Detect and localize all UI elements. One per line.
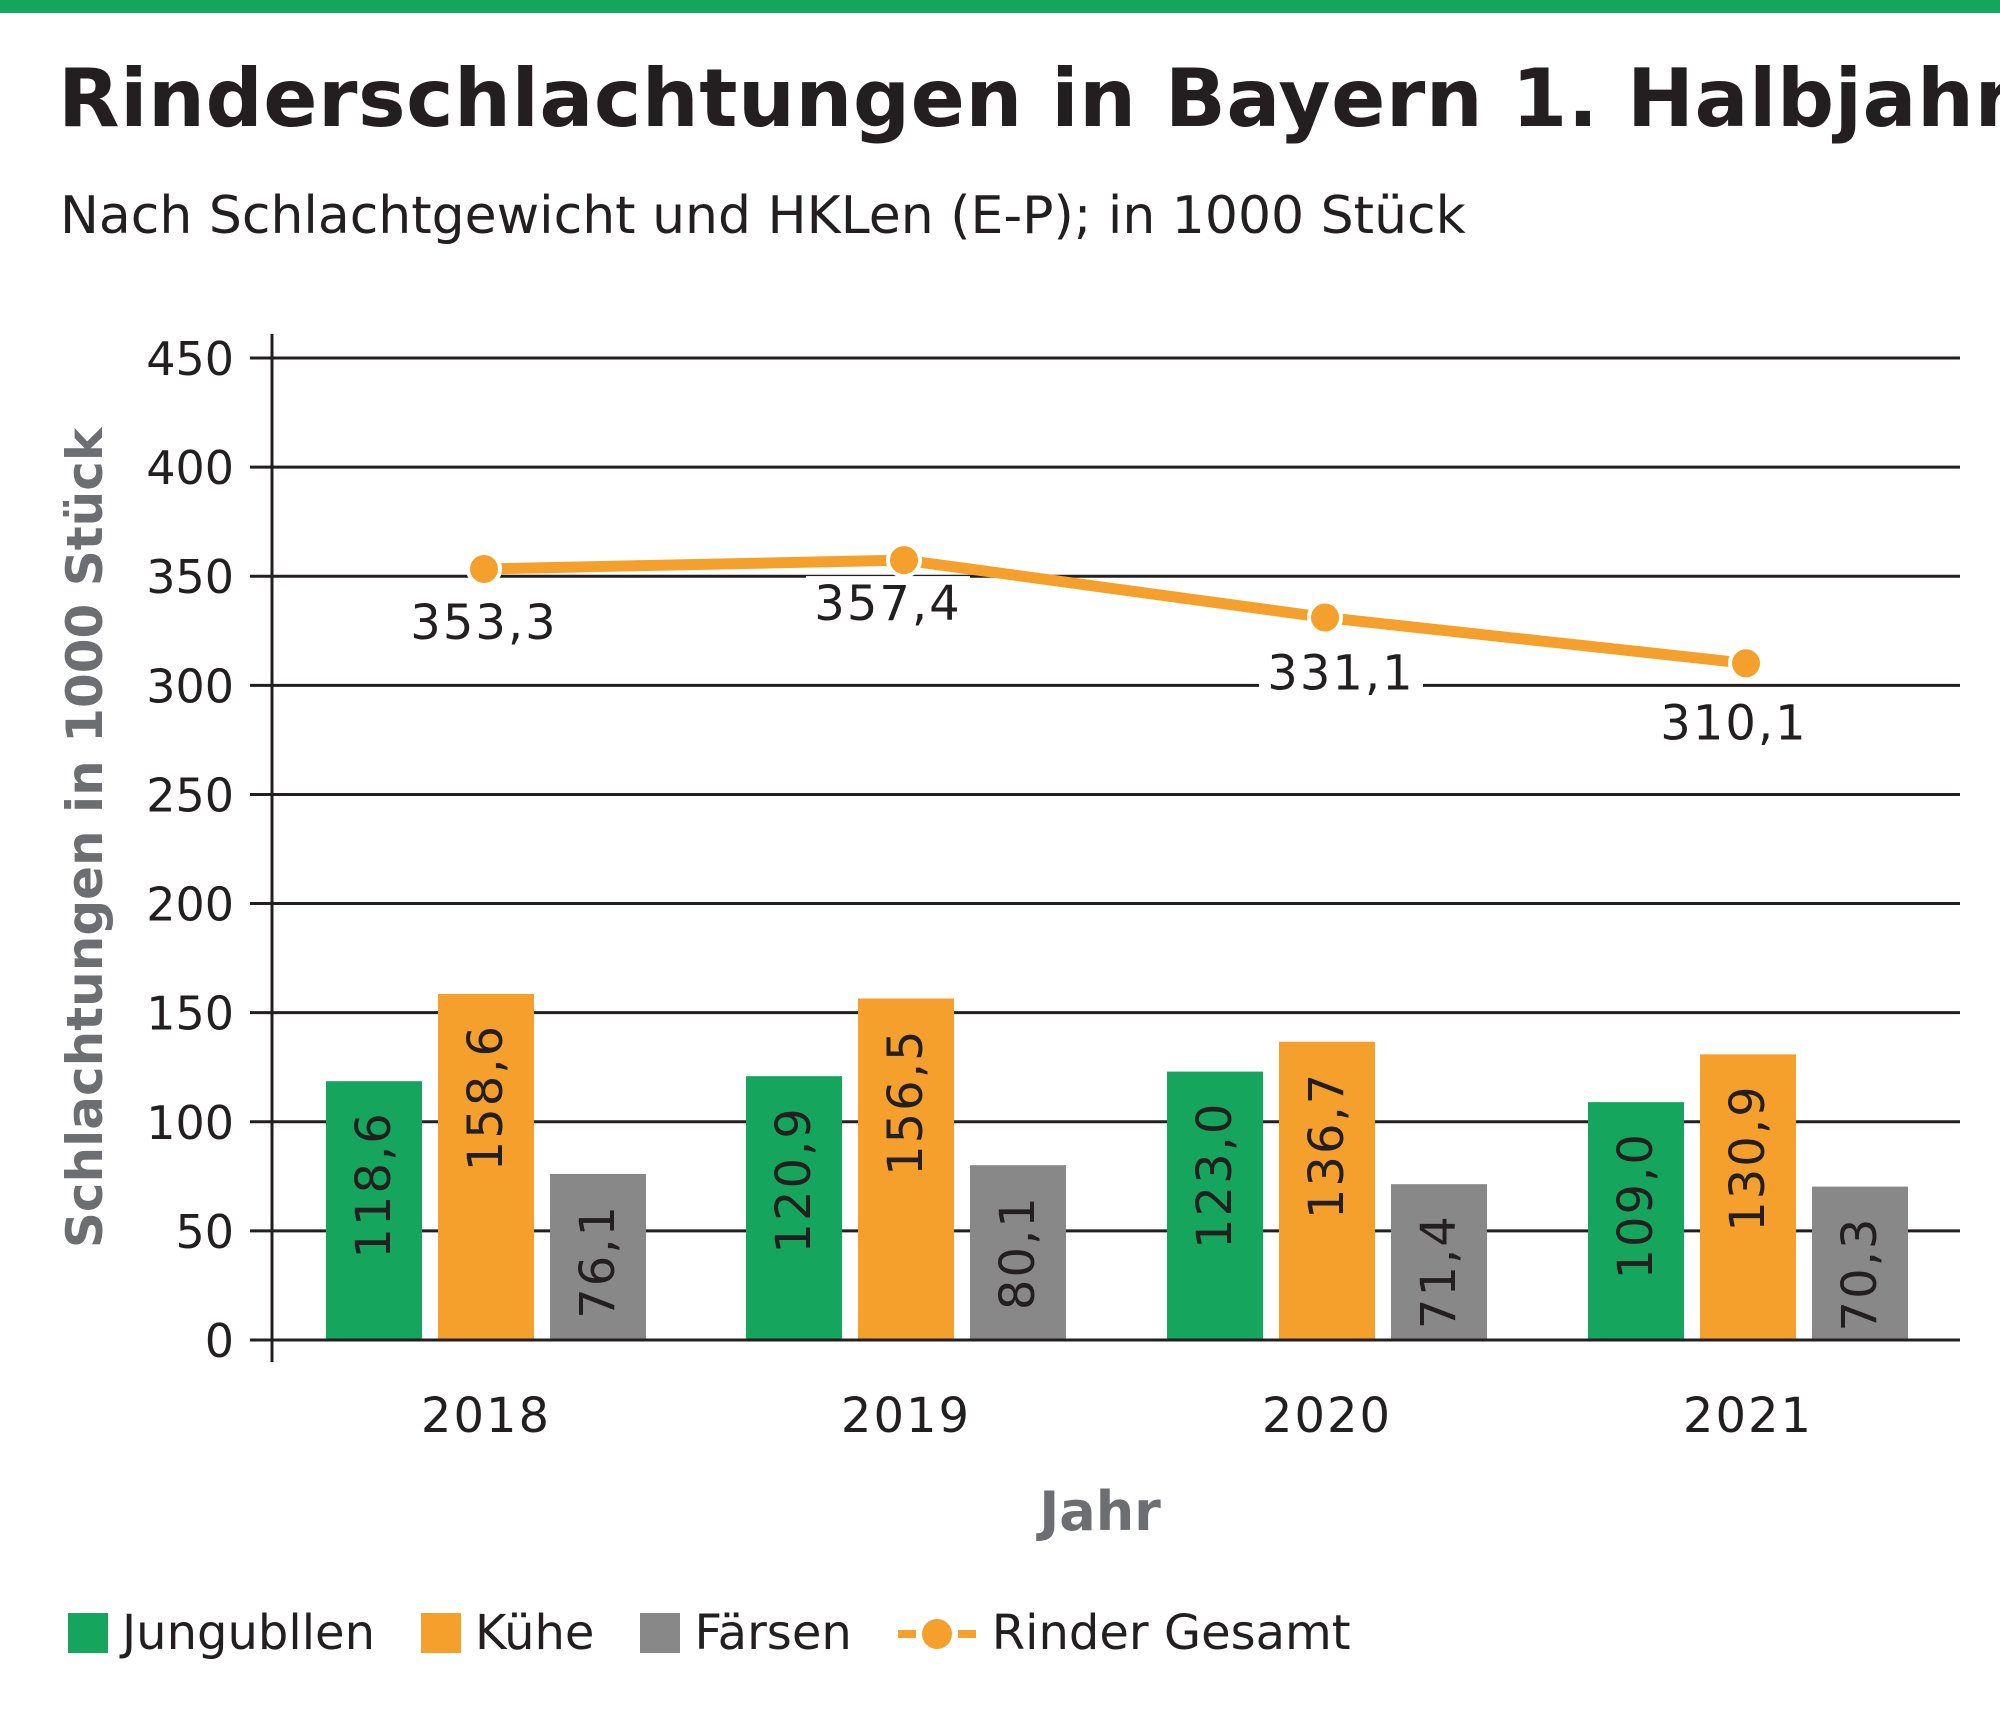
bar-jungbullen-2020 bbox=[1167, 1071, 1263, 1340]
y-tick-label-250: 250 bbox=[146, 768, 234, 822]
top-accent-bar bbox=[0, 0, 2000, 13]
bar-jungbullen-2019 bbox=[746, 1076, 842, 1340]
bar-kuehe-2019 bbox=[858, 998, 954, 1340]
legend-item-rinder-gesamt: Rinder Gesamt bbox=[897, 1605, 1351, 1661]
x-tick-label-2019: 2019 bbox=[841, 1388, 971, 1444]
legend-label-kuehe: Kühe bbox=[474, 1605, 595, 1661]
bar-label-kuehe-2018: 158,6 bbox=[458, 1024, 514, 1171]
line-label-bg-2020 bbox=[1259, 645, 1423, 702]
bar-label-jungbullen-2020: 123,0 bbox=[1187, 1102, 1243, 1249]
bar-label-faersen-2020: 71,4 bbox=[1411, 1214, 1467, 1329]
legend-swatch-faersen bbox=[640, 1613, 681, 1653]
y-tick-label-200: 200 bbox=[146, 878, 234, 932]
chart-subtitle: Nach Schlachtgewicht und HKLen (E-P); in… bbox=[60, 186, 1466, 246]
point-rinder-gesamt-2018 bbox=[466, 551, 502, 588]
y-tick-label-350: 350 bbox=[146, 550, 234, 604]
bar-label-faersen-2019: 80,1 bbox=[990, 1195, 1046, 1310]
legend-swatch-kuehe bbox=[420, 1613, 461, 1653]
bar-kuehe-2018 bbox=[438, 993, 534, 1340]
line-label-rinder-gesamt-2019: 357,4 bbox=[814, 576, 961, 632]
bar-kuehe-2021 bbox=[1700, 1054, 1796, 1340]
point-rinder-gesamt-2020 bbox=[1307, 599, 1343, 636]
y-tick-label-300: 300 bbox=[146, 659, 234, 713]
y-tick-label-0: 0 bbox=[205, 1314, 234, 1368]
x-axis-title: Jahr bbox=[1035, 1480, 1161, 1543]
y-tick-label-150: 150 bbox=[146, 987, 234, 1041]
line-label-rinder-gesamt-2018: 353,3 bbox=[410, 595, 557, 651]
chart-legend: Jungubllen Kühe Färsen Rinder Gesamt bbox=[68, 1605, 1397, 1661]
x-tick-label-2021: 2021 bbox=[1683, 1388, 1813, 1444]
y-tick-label-400: 400 bbox=[146, 441, 234, 495]
y-tick-label-100: 100 bbox=[146, 1096, 234, 1150]
legend-swatch-rinder-gesamt bbox=[897, 1613, 976, 1653]
bar-jungbullen-2018 bbox=[326, 1081, 422, 1340]
y-tick-label-450: 450 bbox=[146, 332, 234, 386]
line-rinder-gesamt bbox=[478, 554, 1752, 669]
legend-item-faersen: Färsen bbox=[640, 1605, 852, 1661]
legend-swatch-jungbullen bbox=[68, 1613, 108, 1653]
bar-label-jungbullen-2018: 118,6 bbox=[346, 1111, 402, 1258]
bar-label-kuehe-2019: 156,5 bbox=[878, 1028, 934, 1175]
legend-label-faersen: Färsen bbox=[694, 1605, 852, 1661]
x-tick-label-2018: 2018 bbox=[421, 1388, 551, 1444]
bar-faersen-2020 bbox=[1391, 1184, 1487, 1340]
bar-label-kuehe-2021: 130,9 bbox=[1720, 1084, 1776, 1231]
bar-label-faersen-2021: 70,3 bbox=[1832, 1217, 1888, 1332]
line-label-bg-2018 bbox=[402, 595, 566, 652]
y-tick-label-50: 50 bbox=[175, 1205, 234, 1259]
line-label-bg-2021 bbox=[1652, 695, 1816, 752]
bar-faersen-2021 bbox=[1812, 1186, 1908, 1340]
bar-kuehe-2020 bbox=[1279, 1041, 1375, 1340]
legend-item-kuehe: Kühe bbox=[420, 1605, 595, 1661]
y-axis-title: Schlachtungen in 1000 Stück bbox=[56, 426, 114, 1248]
bar-label-faersen-2018: 76,1 bbox=[570, 1204, 626, 1319]
point-rinder-gesamt-2021 bbox=[1728, 645, 1764, 682]
point-rinder-gesamt-2019 bbox=[886, 542, 922, 579]
legend-label-jungbullen: Jungubllen bbox=[122, 1605, 375, 1661]
x-tick-label-2020: 2020 bbox=[1262, 1388, 1392, 1444]
line-label-rinder-gesamt-2020: 331,1 bbox=[1267, 645, 1414, 701]
bar-jungbullen-2021 bbox=[1588, 1102, 1684, 1340]
bar-label-jungbullen-2019: 120,9 bbox=[766, 1106, 822, 1253]
legend-item-jungbullen: Jungubllen bbox=[68, 1605, 375, 1661]
line-label-rinder-gesamt-2021: 310,1 bbox=[1660, 695, 1807, 751]
bar-label-jungbullen-2021: 109,0 bbox=[1608, 1132, 1664, 1279]
line-label-bg-2019 bbox=[806, 576, 970, 633]
bar-label-kuehe-2020: 136,7 bbox=[1299, 1072, 1355, 1219]
legend-label-rinder-gesamt: Rinder Gesamt bbox=[991, 1605, 1351, 1661]
bar-faersen-2018 bbox=[550, 1173, 646, 1340]
chart-title: Rinderschlachtungen in Bayern 1. Halbjah… bbox=[58, 52, 2000, 145]
bar-faersen-2019 bbox=[970, 1165, 1066, 1340]
